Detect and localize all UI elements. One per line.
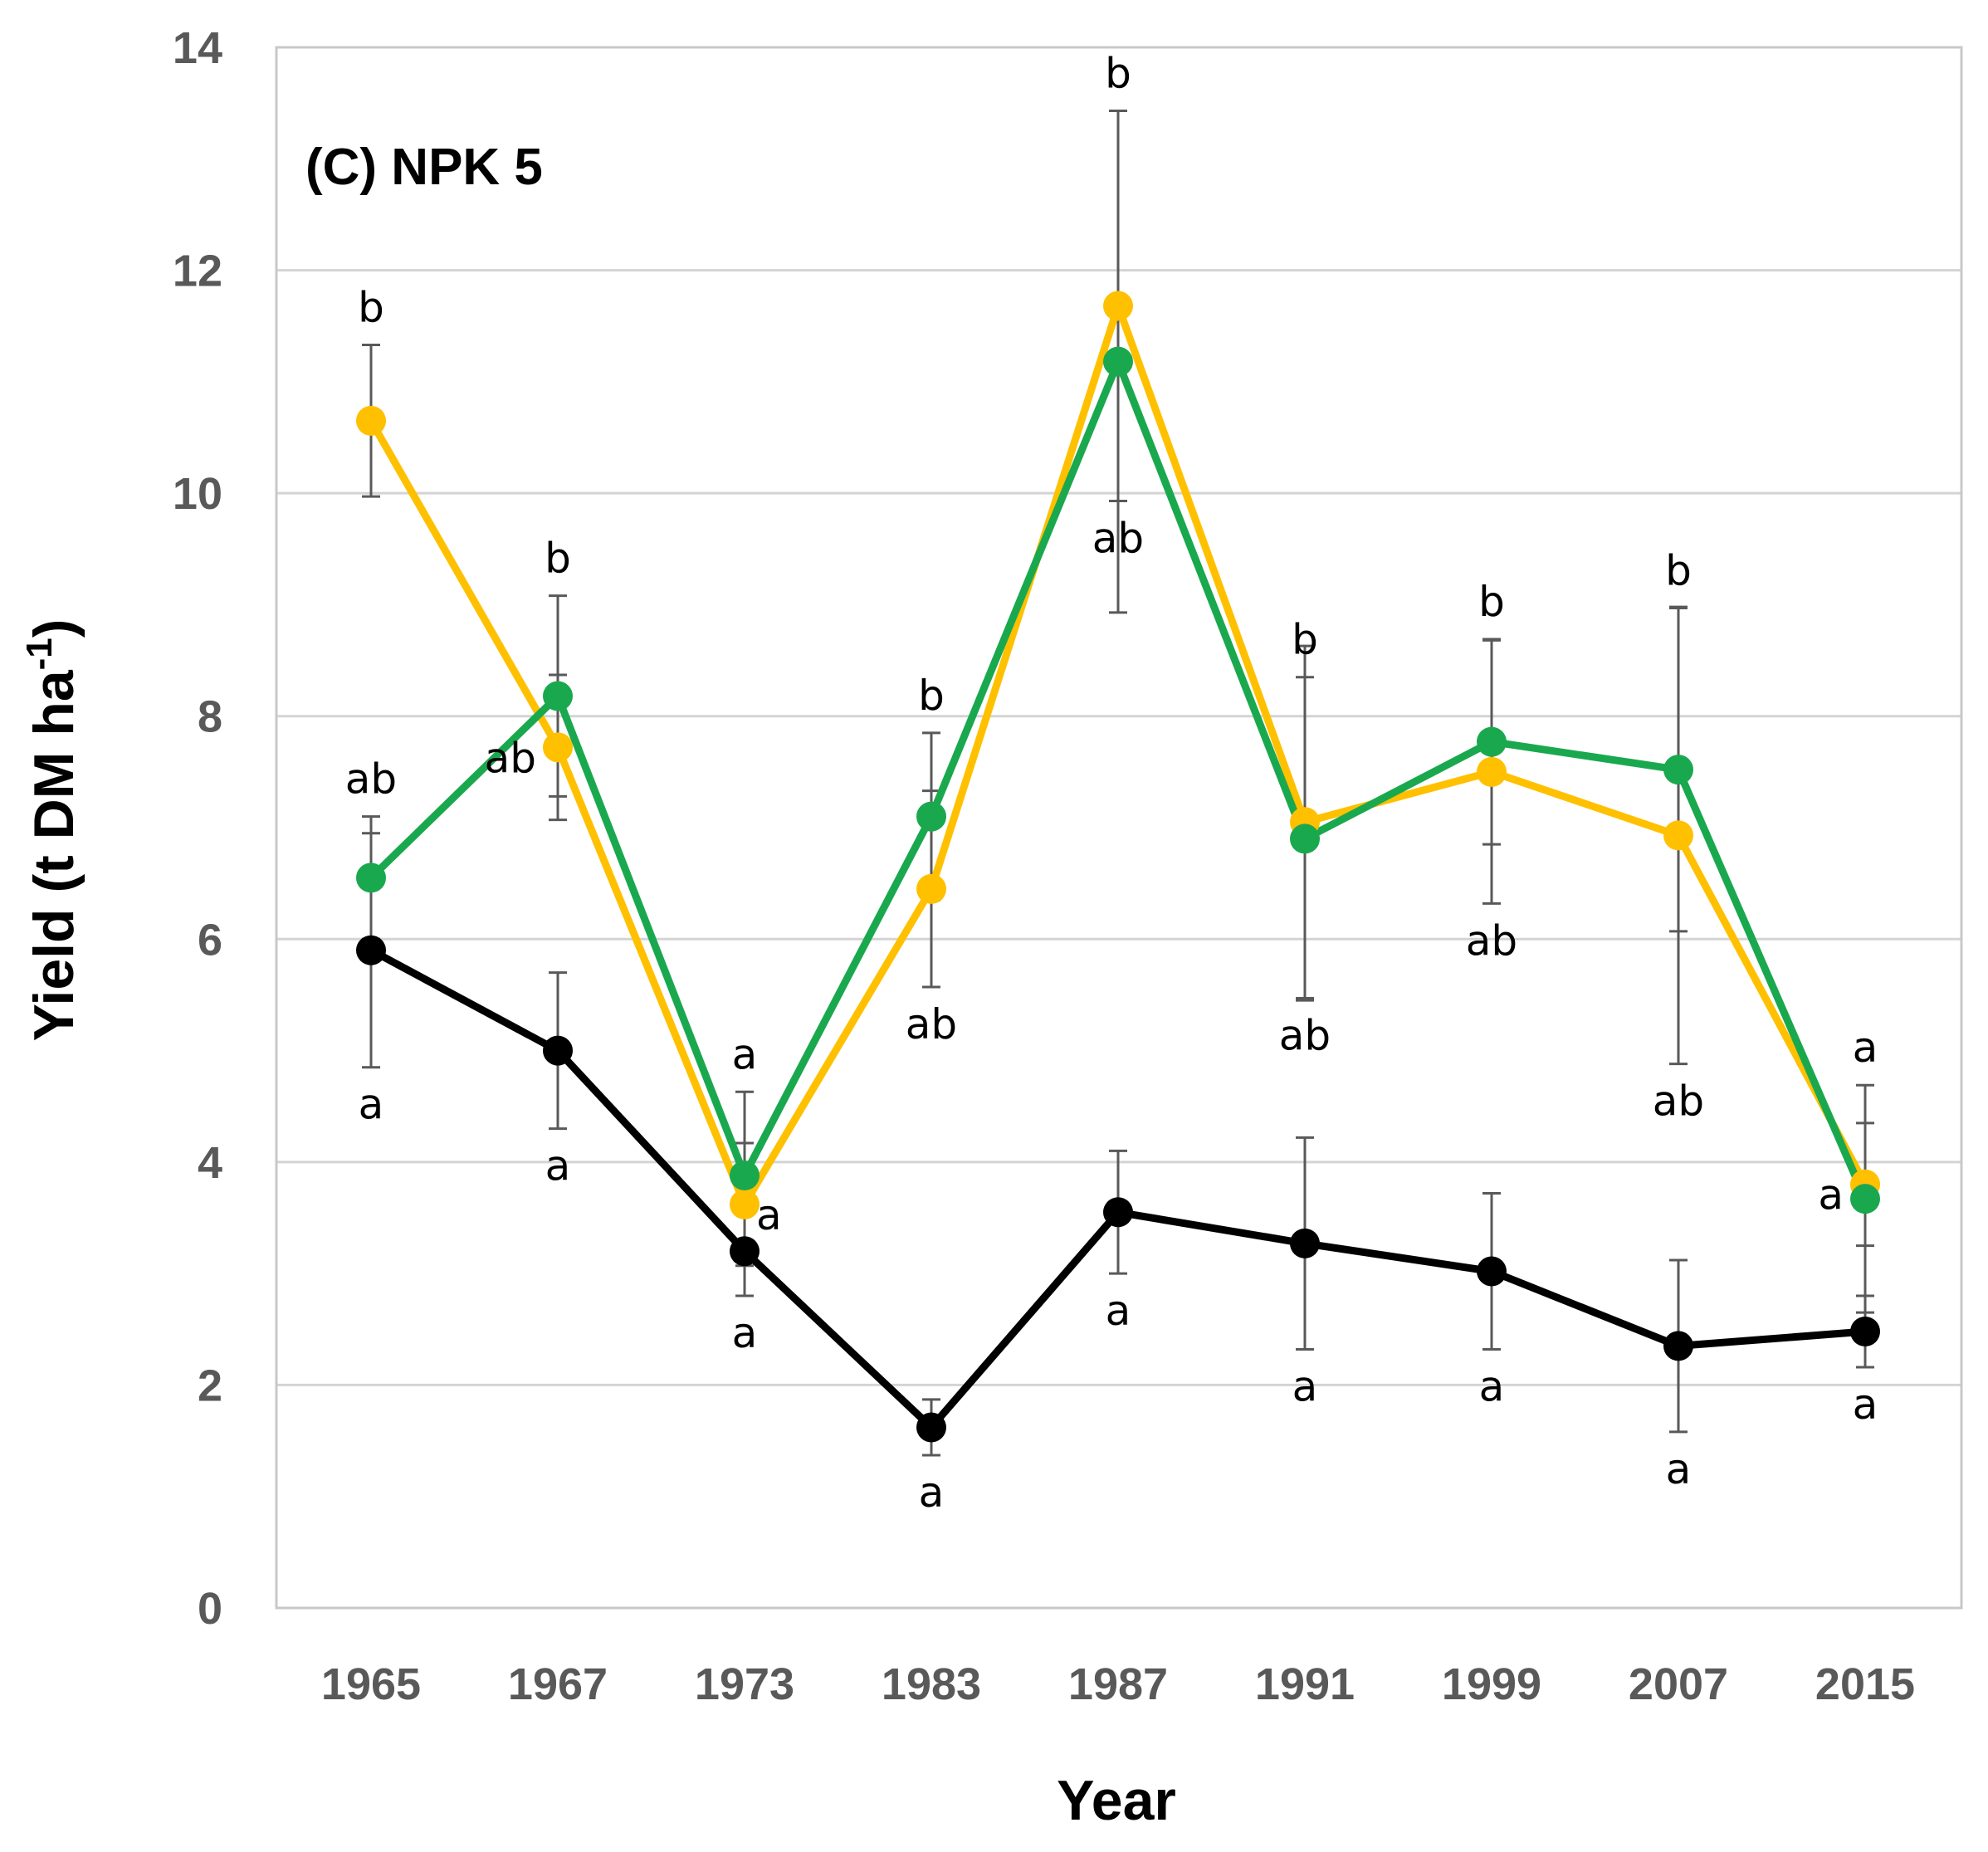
letter-black-1983: a: [919, 1468, 945, 1517]
x-tick-label-1965: 1965: [321, 1659, 421, 1709]
letter-yellow-1967: ab: [485, 734, 536, 782]
x-tick-label-1987: 1987: [1068, 1659, 1168, 1709]
y-tick-label-2: 2: [198, 1361, 222, 1410]
letter-green-1999: b: [1478, 578, 1505, 626]
point-green-1967: [543, 681, 573, 711]
y-axis-title-suffix: ): [22, 619, 85, 638]
letter-black-1987: a: [1106, 1287, 1131, 1335]
letter-yellow-2015: a: [1818, 1171, 1844, 1219]
letter-yellow-2007: ab: [1653, 1077, 1704, 1126]
point-green-1987: [1103, 346, 1133, 377]
letter-yellow-1965: b: [358, 284, 384, 332]
letter-black-2015: a: [1853, 1380, 1878, 1429]
point-black-1973: [730, 1236, 760, 1267]
x-tick-label-1983: 1983: [882, 1659, 981, 1709]
point-black-1991: [1290, 1228, 1320, 1258]
y-tick-labels: 0 2 4 6 8 10 12 14: [173, 23, 222, 1634]
y-tick-label-8: 8: [198, 692, 222, 742]
point-black-2015: [1850, 1316, 1880, 1346]
point-yellow-2007: [1663, 820, 1693, 851]
point-black-1967: [543, 1035, 573, 1066]
y-tick-label-6: 6: [198, 915, 222, 965]
letter-black-1991: a: [1292, 1362, 1318, 1410]
point-yellow-1967: [543, 732, 573, 763]
point-black-1999: [1477, 1256, 1507, 1287]
x-tick-label-1991: 1991: [1255, 1659, 1355, 1709]
point-green-2007: [1663, 755, 1693, 785]
y-tick-label-14: 14: [173, 23, 222, 73]
point-green-1973: [730, 1160, 760, 1190]
letter-green-1987: b: [1105, 50, 1131, 98]
y-tick-label-4: 4: [198, 1138, 222, 1188]
letter-green-2015: a: [1853, 1024, 1878, 1072]
point-black-1983: [916, 1412, 946, 1443]
point-black-1965: [356, 935, 386, 965]
letter-black-1965: a: [359, 1081, 384, 1129]
letter-yellow-1999: ab: [1466, 916, 1517, 965]
x-tick-label-1973: 1973: [695, 1659, 794, 1709]
y-axis-title-superscript: -1: [19, 638, 60, 670]
point-green-2015: [1850, 1184, 1880, 1214]
y-tick-label-12: 12: [173, 247, 222, 296]
plot-area-border: [275, 46, 1963, 1610]
point-yellow-1973: [730, 1189, 760, 1219]
point-yellow-1999: [1477, 756, 1507, 787]
letter-green-1983: b: [918, 672, 945, 720]
series-points: [356, 291, 1880, 1443]
letter-black-1973: a: [732, 1309, 758, 1357]
letter-green-2007: b: [1665, 546, 1692, 594]
point-yellow-1983: [916, 873, 946, 904]
letter-yellow-1987: ab: [1092, 515, 1144, 563]
letter-yellow-1991: ab: [1279, 1011, 1331, 1059]
x-tick-label-1999: 1999: [1442, 1659, 1541, 1709]
letter-green-1973: a: [732, 1030, 758, 1078]
letter-green-1991: b: [1292, 616, 1318, 664]
y-axis-title: Yield (t DM ha-1): [19, 619, 85, 1042]
x-tick-label-1967: 1967: [508, 1659, 608, 1709]
y-tick-label-0: 0: [198, 1584, 222, 1634]
panel-title: (C) NPK 5: [305, 139, 543, 196]
letter-black-1967: a: [545, 1142, 571, 1190]
letter-yellow-1973: a: [756, 1191, 782, 1239]
point-black-1987: [1103, 1197, 1133, 1228]
point-yellow-1987: [1103, 291, 1133, 321]
letter-black-1999: a: [1479, 1362, 1505, 1410]
x-axis-title: Year: [1057, 1769, 1176, 1832]
y-tick-label-10: 10: [173, 469, 222, 519]
x-tick-label-2007: 2007: [1629, 1659, 1728, 1709]
point-green-1983: [916, 801, 946, 832]
y-axis-title-main: Yield (t DM ha: [22, 669, 85, 1041]
letter-green-1967: b: [545, 535, 571, 583]
letter-green-1965: ab: [345, 755, 397, 804]
point-green-1965: [356, 862, 386, 893]
x-tick-label-2015: 2015: [1815, 1659, 1915, 1709]
point-green-1991: [1290, 823, 1320, 854]
point-black-2007: [1663, 1331, 1693, 1361]
letter-black-2007: a: [1666, 1445, 1692, 1493]
x-tick-labels: 1965 1967 1973 1983 1987 1991 1999 2007 2015: [321, 1659, 1915, 1709]
letter-yellow-1983: ab: [906, 1000, 957, 1048]
point-green-1999: [1477, 726, 1507, 757]
point-yellow-1965: [356, 405, 386, 436]
